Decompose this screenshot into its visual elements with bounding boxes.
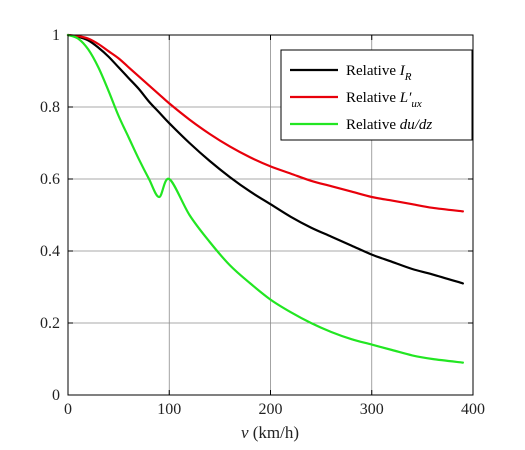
x-tick-label: 400: [461, 401, 485, 418]
series-line-2: [66, 33, 464, 213]
x-tick-label: 0: [64, 401, 72, 418]
legend-entry-3: Relative du/dz: [346, 117, 432, 133]
x-axis-variable: v: [241, 423, 249, 442]
legend: Relative IR Relative L′ux Relative du/dz: [280, 49, 473, 141]
y-tick-label: 0.4: [40, 243, 60, 260]
y-tick-label: 0.6: [40, 171, 60, 188]
x-tick-label: 300: [360, 401, 384, 418]
series-line-1: [66, 33, 464, 285]
x-axis-unit: (km/h): [249, 423, 300, 442]
series-line-3: [66, 33, 464, 364]
legend-entry-1: Relative IR: [346, 63, 412, 83]
series-lines: [66, 33, 464, 364]
y-tick-label: 0: [52, 387, 60, 404]
x-tick-label: 100: [157, 401, 181, 418]
y-tick-label: 1: [52, 27, 60, 44]
x-tick-label: 200: [259, 401, 283, 418]
x-axis-label: v (km/h): [241, 423, 299, 442]
axis-ticks: 0 100 200 300 400 0 0.2 0.4 0.6 0.8 1: [40, 27, 485, 418]
y-tick-label: 0.2: [40, 315, 60, 332]
legend-entry-2: Relative L′ux: [346, 90, 422, 110]
y-tick-label: 0.8: [40, 99, 60, 116]
